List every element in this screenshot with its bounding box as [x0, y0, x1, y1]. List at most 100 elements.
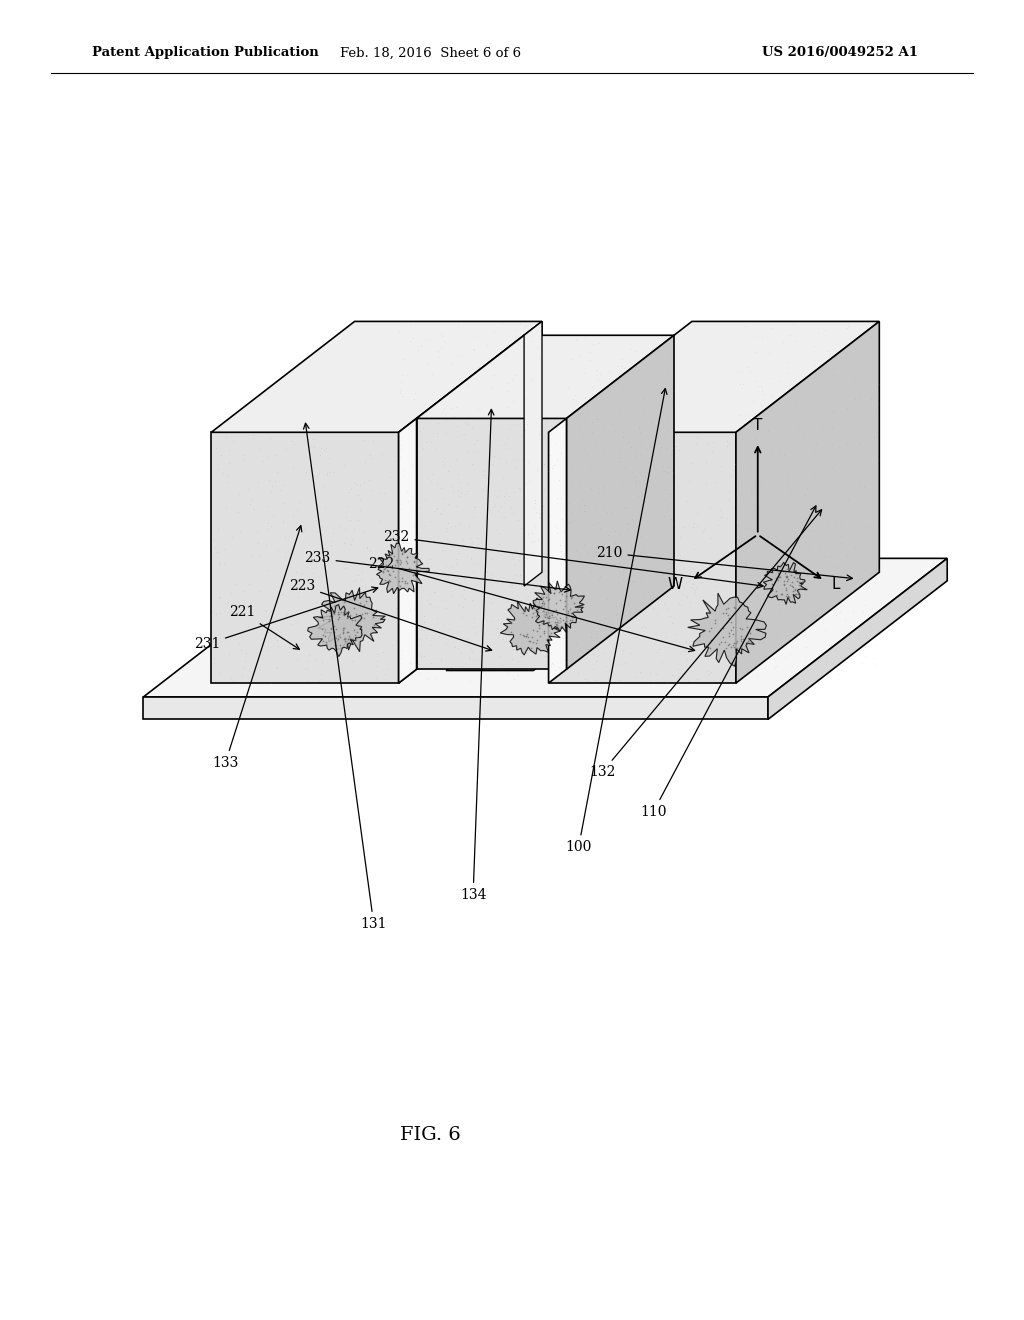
Point	[413, 586, 429, 607]
Point	[864, 550, 881, 572]
Point	[536, 622, 552, 643]
Point	[445, 532, 462, 553]
Point	[299, 430, 315, 451]
Point	[635, 616, 651, 638]
Point	[498, 483, 514, 504]
Point	[534, 500, 550, 521]
Point	[368, 656, 384, 677]
Point	[392, 446, 409, 467]
Point	[723, 611, 739, 632]
Point	[390, 570, 407, 591]
Point	[590, 549, 606, 570]
Point	[708, 590, 724, 611]
Point	[354, 603, 371, 624]
Point	[518, 643, 535, 664]
Point	[340, 628, 356, 649]
Point	[538, 414, 554, 436]
Point	[765, 367, 781, 388]
Point	[541, 615, 557, 636]
Polygon shape	[398, 418, 417, 684]
Point	[554, 583, 570, 605]
Point	[481, 414, 498, 436]
Point	[540, 589, 556, 610]
Point	[362, 624, 379, 645]
Point	[270, 540, 287, 561]
Point	[777, 418, 794, 440]
Point	[645, 672, 662, 693]
Point	[817, 539, 834, 560]
Point	[665, 437, 681, 458]
Point	[563, 606, 580, 627]
Point	[817, 648, 834, 669]
Point	[591, 517, 607, 539]
Point	[623, 535, 639, 556]
Point	[570, 640, 587, 661]
Point	[786, 583, 803, 605]
Point	[492, 645, 508, 667]
Point	[823, 416, 840, 437]
Point	[587, 541, 603, 562]
Point	[470, 533, 486, 554]
Point	[548, 599, 564, 620]
Point	[838, 416, 854, 437]
Point	[678, 649, 694, 671]
Point	[428, 438, 444, 459]
Point	[686, 606, 702, 627]
Point	[423, 511, 439, 532]
Point	[219, 471, 236, 492]
Point	[252, 545, 268, 566]
Polygon shape	[317, 587, 385, 652]
Point	[753, 438, 769, 459]
Point	[560, 616, 577, 638]
Point	[258, 535, 274, 556]
Point	[234, 449, 251, 470]
Point	[452, 367, 468, 388]
Point	[557, 590, 573, 611]
Point	[745, 627, 762, 648]
Point	[568, 634, 585, 655]
Point	[526, 492, 543, 513]
Point	[634, 577, 650, 598]
Point	[611, 669, 628, 690]
Point	[757, 623, 773, 644]
Point	[701, 498, 718, 519]
Point	[397, 550, 414, 572]
Point	[827, 341, 844, 362]
Point	[353, 569, 370, 590]
Point	[561, 426, 578, 447]
Point	[406, 515, 422, 536]
Point	[664, 612, 680, 634]
Point	[463, 548, 479, 569]
Point	[210, 519, 226, 540]
Point	[340, 606, 356, 627]
Point	[336, 605, 352, 626]
Text: L: L	[831, 577, 840, 593]
Point	[764, 384, 780, 405]
Point	[575, 363, 592, 384]
Point	[511, 549, 527, 570]
Point	[339, 607, 355, 628]
Point	[695, 521, 712, 543]
Point	[527, 602, 544, 623]
Text: 110: 110	[640, 506, 816, 818]
Point	[354, 636, 371, 657]
Point	[445, 480, 462, 502]
Point	[292, 492, 308, 513]
Point	[735, 374, 752, 395]
Point	[463, 546, 479, 568]
Point	[347, 630, 364, 651]
Point	[726, 496, 742, 517]
Point	[346, 619, 362, 640]
Point	[483, 574, 500, 595]
Point	[631, 418, 647, 440]
Point	[358, 536, 375, 557]
Point	[582, 342, 598, 363]
Point	[429, 474, 445, 495]
Point	[504, 648, 520, 669]
Point	[416, 605, 432, 626]
Point	[721, 607, 737, 628]
Point	[454, 607, 470, 628]
Point	[339, 602, 355, 623]
Point	[528, 630, 545, 651]
Point	[299, 671, 315, 692]
